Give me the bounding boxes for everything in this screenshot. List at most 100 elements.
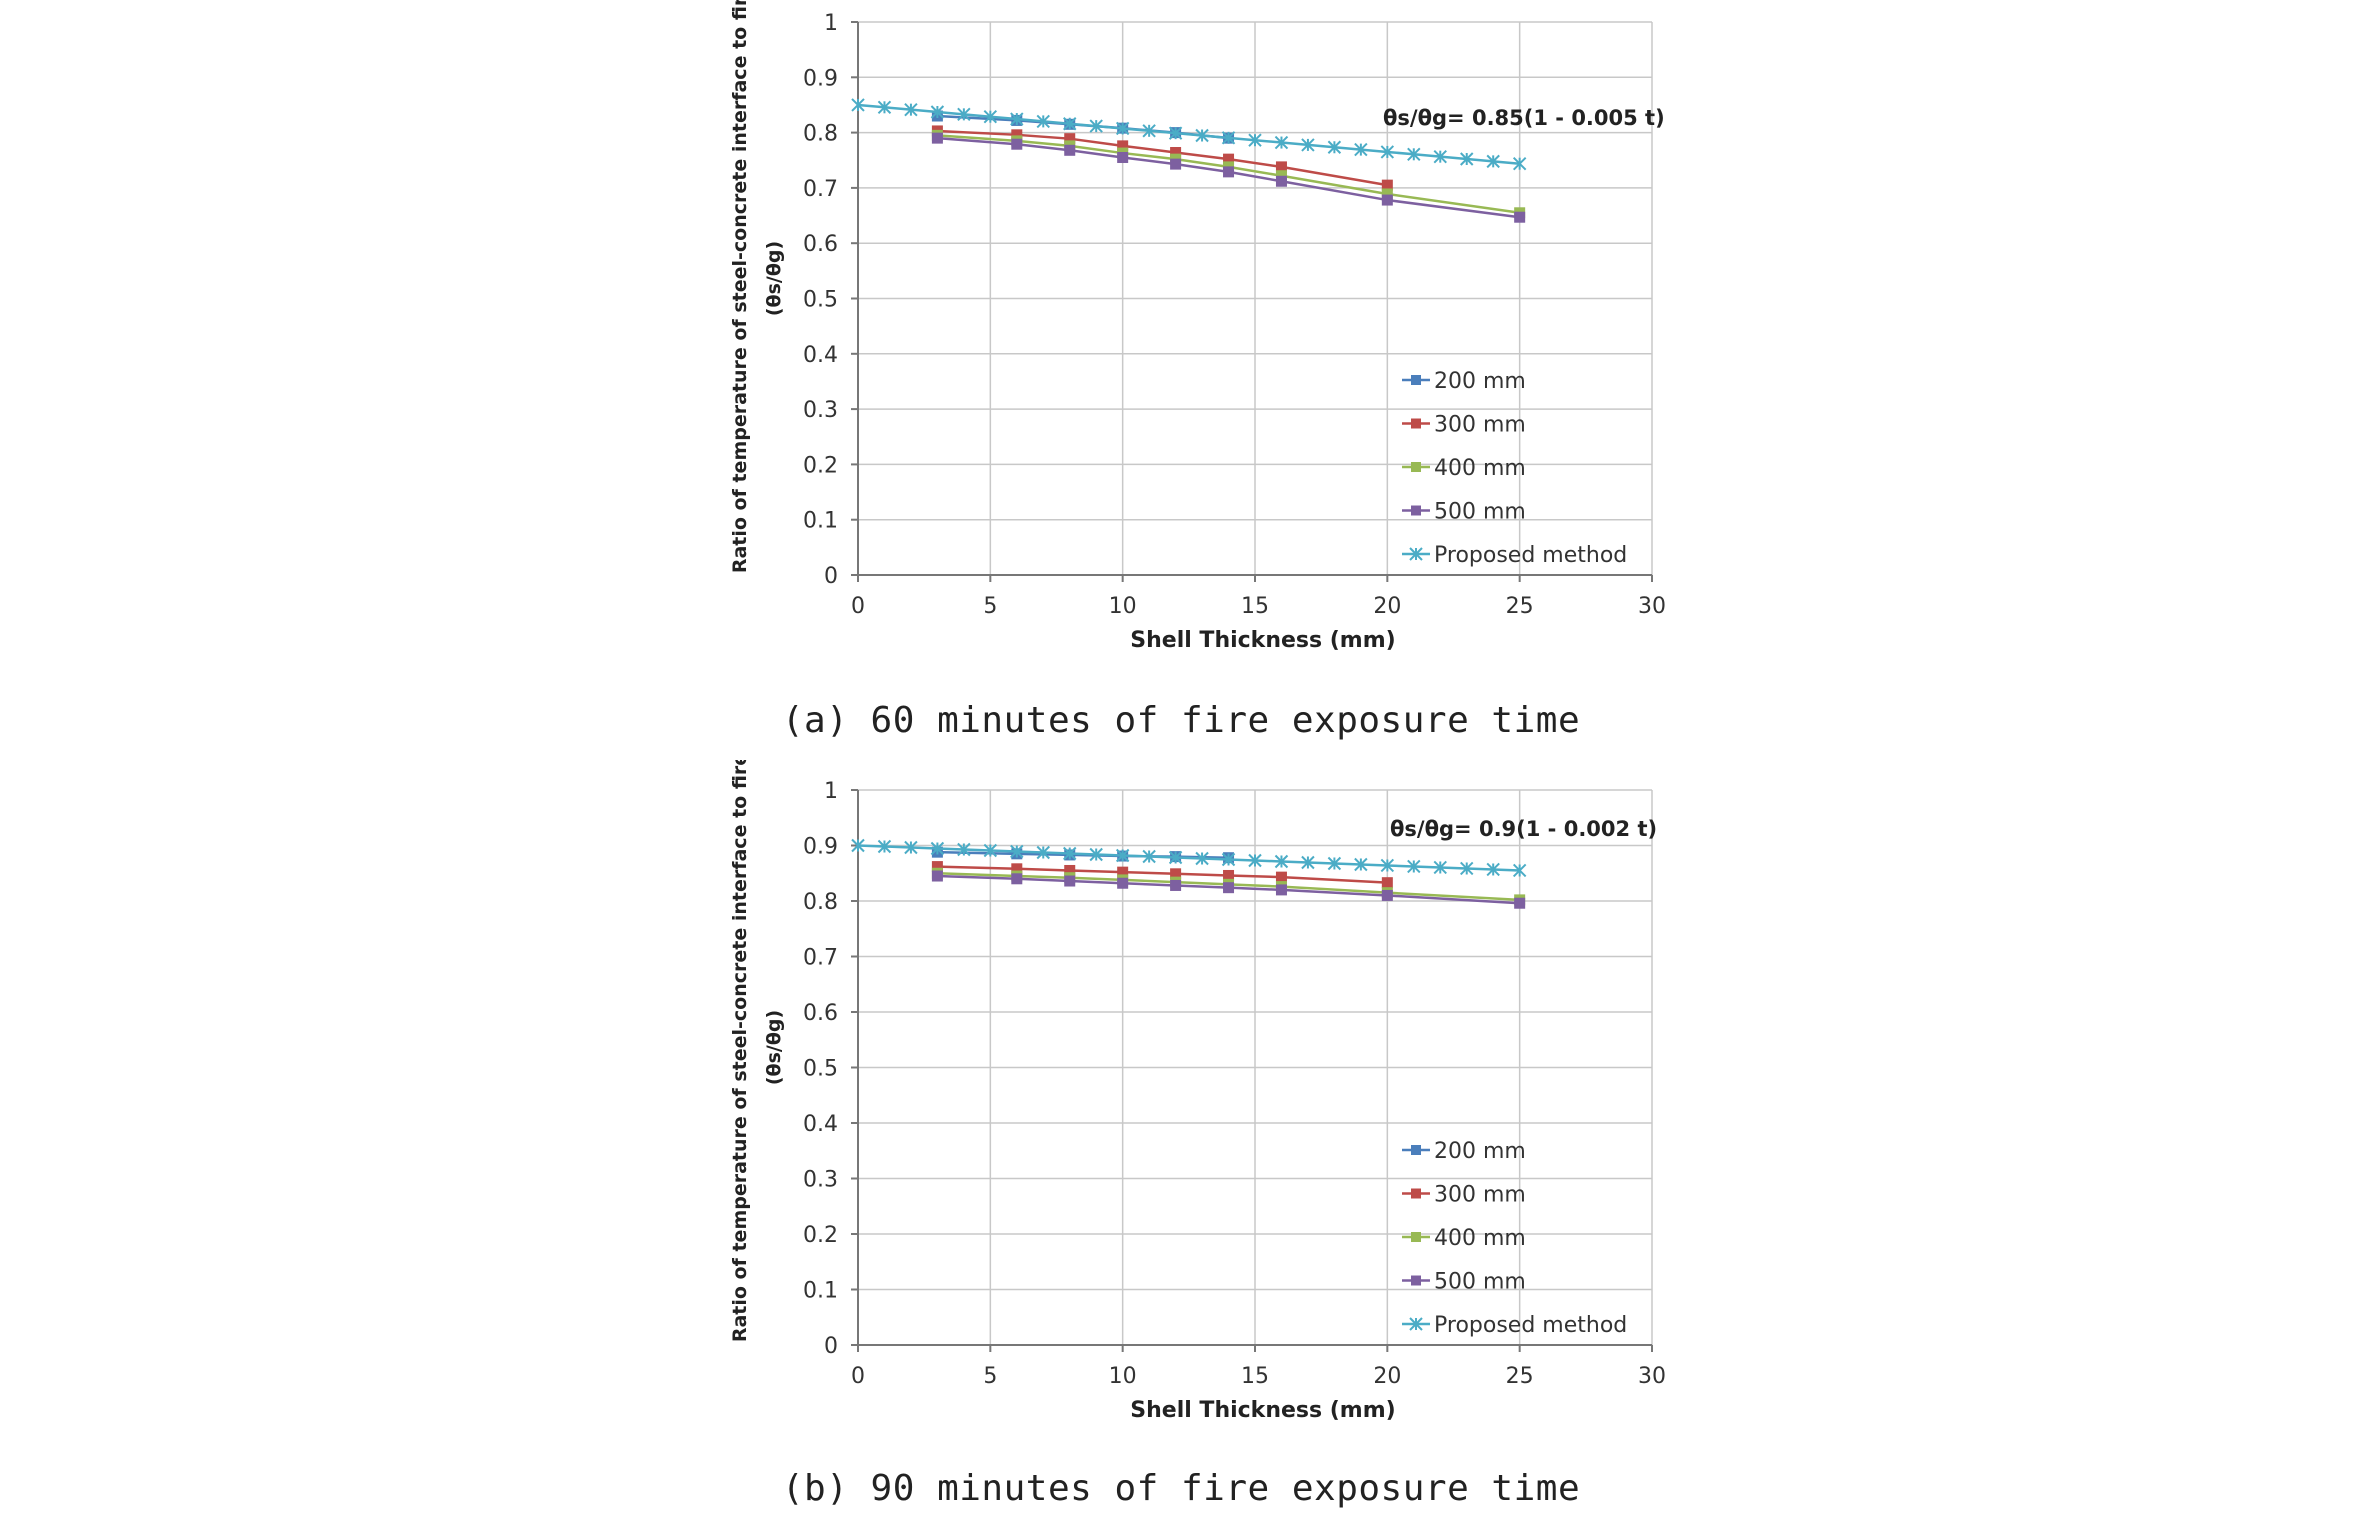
data-point xyxy=(1275,884,1287,896)
legend-label: 500 mm xyxy=(1434,500,1526,525)
data-point xyxy=(1064,875,1076,887)
legend-swatch-marker xyxy=(1411,1145,1421,1155)
data-point xyxy=(1010,112,1024,126)
data-point xyxy=(1195,128,1209,143)
y-tick-label: 0.3 xyxy=(803,1168,838,1193)
y-tick-label: 0.7 xyxy=(803,946,838,971)
data-point xyxy=(1063,117,1077,131)
legend: 200 mm 300 mm 400 mm 500 mm Proposed method xyxy=(1402,1139,1627,1338)
data-point xyxy=(1117,866,1129,878)
data-point xyxy=(983,843,998,858)
x-tick-label: 5 xyxy=(983,1364,997,1389)
data-point xyxy=(904,840,918,855)
data-point xyxy=(1223,882,1235,894)
legend-item: 400 mm xyxy=(1402,1226,1526,1251)
data-point xyxy=(1460,152,1474,166)
legend-swatch-marker xyxy=(1411,375,1421,385)
data-point xyxy=(1275,170,1287,182)
y-tick-label: 0.2 xyxy=(803,1223,838,1248)
data-point xyxy=(1010,844,1024,859)
data-point xyxy=(1380,858,1395,873)
legend-label: 400 mm xyxy=(1434,456,1526,481)
series-line xyxy=(937,865,1388,884)
gridlines xyxy=(857,21,1653,576)
series-300-mm xyxy=(931,861,1393,889)
chart-panel-b: 0 0.1 0.2 0.3 0.4 0.5 0.6 0.7 0.8 0.9 1 0 5 10 15 20 25 3… xyxy=(0,760,2362,1513)
legend-label: 500 mm xyxy=(1434,1270,1526,1295)
data-point xyxy=(1354,142,1368,157)
legend-item: 300 mm xyxy=(1402,413,1526,438)
data-point xyxy=(1011,863,1023,875)
x-tick-label: 20 xyxy=(1373,594,1401,619)
data-point xyxy=(1512,156,1527,171)
data-point xyxy=(1142,849,1156,864)
data-point xyxy=(1223,153,1235,165)
data-point xyxy=(1275,175,1287,187)
data-point xyxy=(1514,897,1526,909)
series-proposed-method xyxy=(851,838,1527,878)
legend-label: 200 mm xyxy=(1434,1139,1526,1164)
x-tick-label: 10 xyxy=(1109,1364,1137,1389)
y-tick-label: 0.4 xyxy=(803,343,838,368)
series-proposed-method xyxy=(851,98,1527,171)
y-tick-label: 0 xyxy=(824,564,838,589)
y-tick-label: 0.7 xyxy=(803,177,838,202)
data-point xyxy=(1381,877,1393,889)
data-point xyxy=(1354,857,1368,872)
data-point xyxy=(1327,140,1342,154)
legend-item: 500 mm xyxy=(1402,500,1526,525)
x-tick-label: 30 xyxy=(1638,594,1666,619)
data-point xyxy=(1064,864,1076,876)
y-tick-label: 0.8 xyxy=(803,890,838,915)
legend-label: Proposed method xyxy=(1434,543,1627,568)
x-axis-title: Shell Thickness (mm) xyxy=(1130,1398,1395,1423)
data-point xyxy=(1170,879,1182,891)
y-axis-title-ratio: (θs/θg) xyxy=(763,1010,785,1085)
x-tick-label: 25 xyxy=(1506,594,1534,619)
legend-swatch-marker xyxy=(1411,1188,1421,1199)
data-point xyxy=(1381,188,1393,200)
data-point xyxy=(1089,847,1103,862)
data-point xyxy=(1275,871,1287,883)
data-point xyxy=(851,98,865,112)
data-point xyxy=(1064,144,1076,156)
x-tick-label: 10 xyxy=(1109,594,1137,619)
legend-swatch-marker xyxy=(1411,1275,1421,1286)
legend-label: 300 mm xyxy=(1434,1183,1526,1208)
series-line xyxy=(937,136,1520,219)
legend: 200 mm 300 mm 400 mm 500 mm Proposed method xyxy=(1402,369,1627,568)
x-tick-label: 25 xyxy=(1506,1364,1534,1389)
x-tick-label: 0 xyxy=(851,1364,865,1389)
y-tick-label: 0.5 xyxy=(803,288,838,313)
legend-item: 300 mm xyxy=(1402,1183,1526,1208)
data-point xyxy=(930,841,945,856)
data-point xyxy=(1170,147,1182,159)
x-tick-label: 15 xyxy=(1241,594,1269,619)
data-point xyxy=(1407,859,1421,874)
data-point xyxy=(1221,131,1236,145)
data-point xyxy=(1381,889,1393,901)
data-point xyxy=(1486,154,1500,169)
data-point xyxy=(1248,853,1262,868)
data-point xyxy=(1460,861,1474,876)
data-point xyxy=(1381,194,1393,206)
chart-b: 00.10.20.30.40.50.60.70.80.910 5 10 15 20 25 3… xyxy=(729,760,1666,1423)
legend-item: Proposed method xyxy=(1402,1313,1627,1338)
legend-item: 200 mm xyxy=(1402,369,1526,394)
y-tick-label: 0.4 xyxy=(803,1112,838,1137)
data-point xyxy=(1036,845,1050,860)
data-point xyxy=(1117,877,1129,889)
data-point xyxy=(1011,138,1023,150)
data-point xyxy=(1168,126,1183,140)
data-point xyxy=(1514,211,1526,223)
data-point xyxy=(1170,868,1182,880)
data-point xyxy=(877,839,892,854)
legend-item: Proposed method xyxy=(1402,543,1627,568)
series-line xyxy=(857,844,1520,872)
legend-label: 200 mm xyxy=(1434,369,1526,394)
data-point xyxy=(1089,119,1103,133)
caption-a: (a) 60 minutes of fire exposure time xyxy=(781,700,1581,741)
data-point xyxy=(904,102,918,117)
equation-annotation: θs/θg= 0.9(1 - 0.002 t) xyxy=(1390,817,1657,841)
y-tick-label: 0.5 xyxy=(803,1057,838,1082)
